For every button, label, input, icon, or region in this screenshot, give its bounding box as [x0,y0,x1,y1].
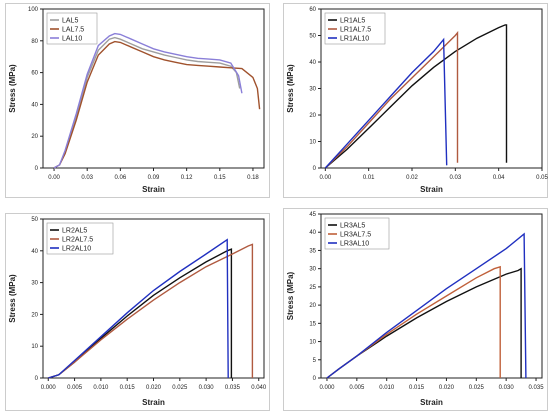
y-axis-label: Stress (MPa) [8,64,17,113]
y-axis-label: Stress (MPa) [8,274,17,323]
x-tick-label: 0.015 [120,385,136,391]
y-tick-label: 20 [31,312,38,318]
y-tick-label: 100 [28,7,39,13]
x-tick-label: 0.15 [214,175,226,181]
chart-lr1al: 0.00 0.01 0.02 0.03 0.04 0.05 0 10 20 30 40 50 60 Str… [283,3,548,198]
y-tick-label: 60 [31,71,38,77]
x-axis-label: Strain [420,398,443,407]
x-tick-label: 0.025 [172,385,188,391]
legend-label: LR1AL10 [340,36,369,43]
x-tick-label: 0.000 [41,385,57,391]
legend-label: LR1AL7.5 [340,27,371,34]
y-tick-label: 0 [313,376,317,382]
legend-label: LR3AL10 [340,241,369,248]
x-tick-label: 0.015 [409,385,425,391]
y-tick-label: 15 [309,321,316,327]
y-tick-label: 20 [309,303,316,309]
x-axis-label: Strain [142,398,165,407]
chart-panel-lr1al: 0.00 0.01 0.02 0.03 0.04 0.05 0 10 20 30 40 50 60 Str… [283,3,548,198]
y-tick-label: 0 [35,376,39,382]
y-tick-label: 30 [309,267,316,273]
series-line [48,243,254,379]
y-tick-label: 50 [309,34,316,40]
x-tick-label: 0.030 [499,385,515,391]
y-tick-label: 40 [309,60,316,66]
y-tick-label: 30 [31,281,38,287]
x-tick-label: 0.040 [251,385,267,391]
y-tick-label: 80 [31,39,38,45]
x-tick-label: 0.00 [319,175,331,181]
y-tick-label: 10 [309,340,316,346]
legend-label: LR3AL5 [340,223,365,230]
legend-label: LAL7.5 [62,27,84,34]
y-tick-label: 20 [309,113,316,119]
legend-label: LR2AL7.5 [62,237,93,244]
x-axis-label: Strain [420,185,443,194]
y-tick-label: 40 [309,230,316,236]
x-tick-label: 0.010 [93,385,109,391]
y-axis-label: Stress (MPa) [286,64,295,113]
series-line [53,32,243,169]
x-tick-label: 0.030 [199,385,215,391]
x-tick-label: 0.020 [439,385,455,391]
y-tick-label: 35 [309,248,316,254]
x-tick-label: 0.01 [363,175,375,181]
x-tick-label: 0.035 [529,385,545,391]
chart-lr3al: 0.000 0.005 0.010 0.015 0.020 0.025 0.030 0.035… [283,208,548,411]
chart-lal: 0.00 0.03 0.06 0.09 0.12 0.15 0.18 0 20 40 60 80 100… [5,3,270,198]
y-tick-label: 40 [31,249,38,255]
y-tick-label: 50 [31,217,38,223]
x-tick-label: 0.18 [247,175,259,181]
x-tick-label: 0.00 [48,175,60,181]
x-tick-label: 0.12 [181,175,193,181]
legend-label: LR3AL7.5 [340,232,371,239]
x-tick-label: 0.005 [67,385,83,391]
x-tick-label: 0.010 [379,385,395,391]
x-axis-label: Strain [142,185,165,194]
x-tick-label: 0.035 [225,385,241,391]
y-tick-label: 0 [35,166,39,172]
x-tick-label: 0.000 [319,385,335,391]
x-tick-label: 0.02 [406,175,418,181]
plot-frame [320,213,543,379]
chart-panel-lal: 0.00 0.03 0.06 0.09 0.12 0.15 0.18 0 20 40 60 80 100… [5,3,270,198]
x-tick-label: 0.05 [536,175,548,181]
x-tick-label: 0.03 [449,175,461,181]
x-tick-label: 0.09 [148,175,160,181]
y-tick-label: 10 [31,344,38,350]
legend-label: LR1AL5 [340,18,365,25]
x-tick-label: 0.03 [81,175,93,181]
series-line [53,36,241,169]
series-line [48,238,229,379]
panel-border [283,208,548,411]
legend-label: LAL10 [62,36,82,43]
x-tick-label: 0.04 [493,175,505,181]
y-tick-label: 60 [309,7,316,13]
series-line [324,30,459,169]
y-axis-label: Stress (MPa) [286,271,295,320]
y-tick-label: 25 [309,285,316,291]
legend-label: LR2AL10 [62,246,91,253]
legend-label: LR2AL5 [62,228,87,235]
y-tick-label: 5 [313,358,317,364]
series-line [324,37,448,169]
y-tick-label: 40 [31,102,38,108]
y-tick-label: 45 [309,212,316,218]
x-tick-label: 0.005 [349,385,365,391]
x-tick-label: 0.020 [146,385,162,391]
chart-lr2al: 0.000 0.005 0.010 0.015 0.020 0.025 0.030 0.035… [5,213,270,411]
y-tick-label: 20 [31,134,38,140]
y-tick-label: 0 [313,166,317,172]
y-tick-label: 10 [309,140,316,146]
series-line [326,232,527,379]
chart-panel-lr3al: 0.000 0.005 0.010 0.015 0.020 0.025 0.030 0.035… [283,208,548,411]
legend-label: LAL5 [62,18,78,25]
y-tick-label: 30 [309,87,316,93]
x-tick-label: 0.025 [469,385,485,391]
x-tick-label: 0.06 [115,175,127,181]
chart-panel-lr2al: 0.000 0.005 0.010 0.015 0.020 0.025 0.030 0.035… [5,213,270,411]
